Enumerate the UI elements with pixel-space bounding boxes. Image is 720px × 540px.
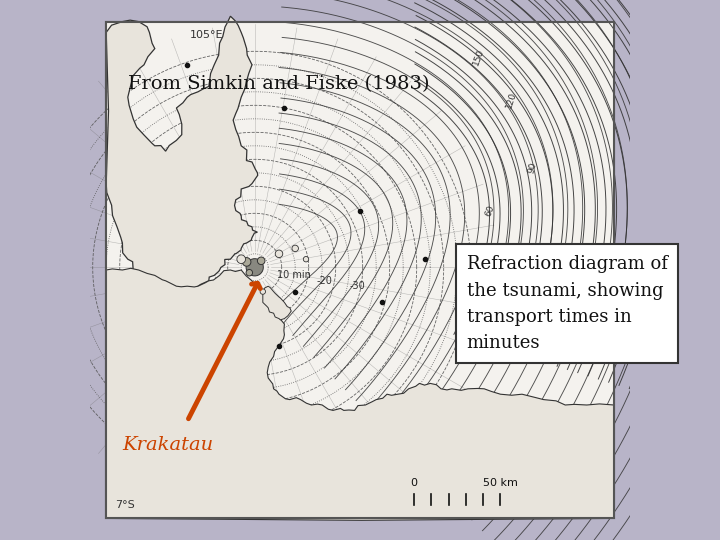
Text: -30: -30 — [349, 281, 365, 291]
Polygon shape — [107, 16, 258, 292]
FancyBboxPatch shape — [107, 22, 613, 518]
Text: 0: 0 — [410, 478, 418, 488]
Text: 105°E: 105°E — [189, 30, 223, 40]
Polygon shape — [107, 22, 613, 518]
Text: 120: 120 — [504, 91, 518, 110]
Text: From Simkin and Fiske (1983): From Simkin and Fiske (1983) — [128, 75, 429, 93]
Polygon shape — [243, 258, 251, 266]
Text: 10 min: 10 min — [276, 270, 310, 280]
Text: Refraction diagram of
the tsunami, showing
transport times in
minutes: Refraction diagram of the tsunami, showi… — [467, 255, 667, 353]
Text: 60: 60 — [483, 204, 496, 218]
Polygon shape — [246, 259, 264, 276]
Polygon shape — [237, 255, 246, 264]
Polygon shape — [303, 256, 309, 262]
Text: 120: 120 — [516, 254, 528, 272]
Text: 7°S: 7°S — [115, 500, 135, 510]
Text: 90: 90 — [527, 161, 539, 175]
Text: Krakatau: Krakatau — [122, 436, 214, 455]
Polygon shape — [246, 269, 253, 276]
Polygon shape — [292, 245, 299, 252]
Polygon shape — [275, 250, 283, 258]
Text: 150: 150 — [472, 48, 486, 67]
Polygon shape — [263, 286, 291, 320]
Text: D₂: D₂ — [582, 290, 592, 299]
Polygon shape — [107, 268, 614, 521]
Text: -20: -20 — [317, 275, 333, 286]
Polygon shape — [258, 257, 265, 265]
Text: 50 km: 50 km — [483, 478, 518, 488]
Polygon shape — [150, 313, 238, 464]
Polygon shape — [260, 289, 266, 294]
